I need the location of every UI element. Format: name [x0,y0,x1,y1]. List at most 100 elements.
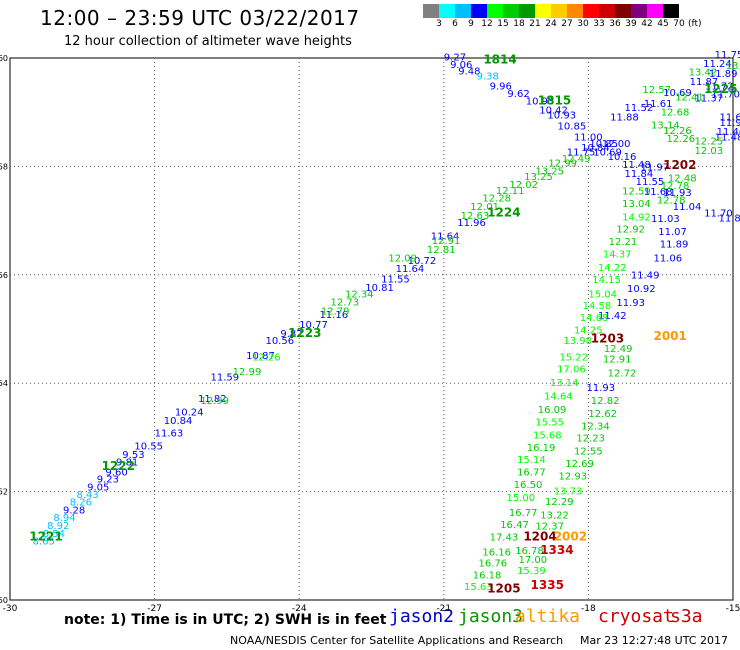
data-point-jason2: 8.26 [70,498,92,509]
data-point-jason3: 13.98 [563,336,592,347]
color-swatch [439,4,455,18]
data-point-jason3: 12.34 [581,421,610,432]
data-point-jason3: 12.62 [588,409,617,420]
data-point-jason3: 12.11 [496,186,525,197]
pass-label: 1334 [540,543,573,557]
data-point-jason2: 11.82 [198,394,227,405]
color-swatch [519,4,535,18]
data-point-jason2: 11.83 [719,214,740,225]
color-scale-labels: 3 6 9 12 15 18 21 24 27 30 33 36 39 42 45 70 (ft) [423,19,701,29]
data-point-jason2: 9.96 [490,81,512,92]
color-swatch [663,4,679,18]
chart-subtitle: 12 hour collection of altimeter wave hei… [64,34,352,49]
pass-label: 1203 [591,332,624,346]
data-point-jason3: 14.64 [544,391,573,402]
data-point-jason3: 12.59 [622,187,651,198]
data-point-jason3: 13.22 [540,511,569,522]
data-point-jason2: 11.75 [715,50,740,61]
pass-label: 1815 [538,94,571,108]
data-point-jason2: 9.05 [87,483,109,494]
data-point-jason3: 12.09 [388,253,417,264]
color-scale-label: 24 [545,19,557,29]
data-point-jason3: 12.49 [604,344,633,355]
color-scale-label: 39 [625,19,637,29]
data-point-jason3: 12.01 [470,202,499,213]
color-scale: 3 6 9 12 15 18 21 24 27 30 33 36 39 42 45 70 (ft) [423,4,702,29]
data-point-jason2: 9.53 [122,450,144,461]
data-point-jason3: 12.23 [576,434,605,445]
legend-s3a: s3a [670,606,703,627]
x-tick-label: -15 [726,604,740,614]
pass-label: 1205 [487,581,520,595]
data-point-jason3: 15.39 [517,566,546,577]
color-swatch [471,4,487,18]
data-point-jason3: 16.77 [517,467,546,478]
legend-jason2: jason2 [389,606,455,627]
color-scale-label: 27 [561,19,573,29]
color-scale-label: 9 [468,19,474,29]
data-point-jason2: 10.72 [408,256,437,267]
data-point-jason2: 11.04 [673,202,702,213]
data-point-jason2: 11.48 [622,160,651,171]
data-point-jason3: 12.73 [331,298,360,309]
data-point-jason2: 10.93 [547,111,576,122]
data-point-jason3: 13.73 [554,486,583,497]
data-point-jason2: 11.97 [720,118,740,129]
color-swatch [647,4,663,18]
data-point-jason3: 12.57 [642,85,671,96]
data-point-jason3: 12.99 [200,396,229,407]
data-point-jason3: 17.00 [519,555,548,566]
data-point-jason3: 12.48 [668,174,697,185]
data-point-jason3: 12.28 [482,194,511,205]
data-point-jason2: 11.70 [704,208,733,219]
data-point-jason3: 12.78 [661,181,690,192]
footer-timestamp: Mar 23 12:27:48 UTC 2017 [580,634,728,647]
data-point-jason2: 10.93 [526,97,555,108]
data-point-jason2: 11.72 [705,81,734,92]
data-point-jason2: 11.96 [457,218,486,229]
pass-label: 1224 [487,205,520,219]
color-scale-label: 70 [673,19,685,29]
color-swatch [551,4,567,18]
data-point-jason3: 14.92 [622,213,651,224]
data-point-jason2: 10.69 [593,148,622,159]
data-point-jason3: 14.15 [592,275,621,286]
data-point-jason3: 14.37 [603,249,632,260]
data-point-jason2: 10.84 [164,416,193,427]
color-swatch [583,4,599,18]
data-point-jason3: 12.21 [609,237,638,248]
data-point-jason2: 11.46 [717,127,740,138]
data-point-jason3: 12.37 [535,522,564,533]
data-point-jason3: 16.19 [527,443,556,454]
data-point-jason2: 9.27 [444,53,466,64]
color-scale-label: 6 [452,19,458,29]
legend-jason3: jason3 [458,606,524,627]
data-point-jason3: 13.42 [689,67,718,78]
data-point-jason3: 16.18 [473,570,502,581]
pass-label: 1202 [663,158,696,172]
data-point-jason2: 11.00 [574,132,603,143]
data-point-jason3: 12.26 [666,134,695,145]
data-point-jason3: 12.82 [591,396,620,407]
data-point-jason3: 12.03 [694,146,723,157]
data-point-jason3: 12.99 [548,158,577,169]
data-point-jason2: 11.63 [155,428,184,439]
color-swatch [615,4,631,18]
data-point-jason2: 11.48 [715,132,740,143]
data-point-jason2: 11.37 [694,93,723,104]
data-point-jason2: 9.81 [116,458,138,469]
pass-label: 1225 [704,82,737,96]
data-point-jason3: 13.32 [726,61,740,72]
data-point-jason2: 11.16 [319,310,348,321]
x-tick-label: -18 [581,604,596,614]
data-point-jason2: 12.00 [602,139,631,150]
data-point-jason3: 15.22 [559,352,588,363]
y-tick-label: 56 [0,271,8,280]
data-point-jason3: 12.79 [321,306,350,317]
data-point-jason2: 11.06 [653,253,682,264]
data-point-jason2: 11.49 [631,271,660,282]
data-point-jason2: 11.88 [610,112,639,123]
color-swatch [455,4,471,18]
data-point-jason3: 12.63 [461,211,490,222]
